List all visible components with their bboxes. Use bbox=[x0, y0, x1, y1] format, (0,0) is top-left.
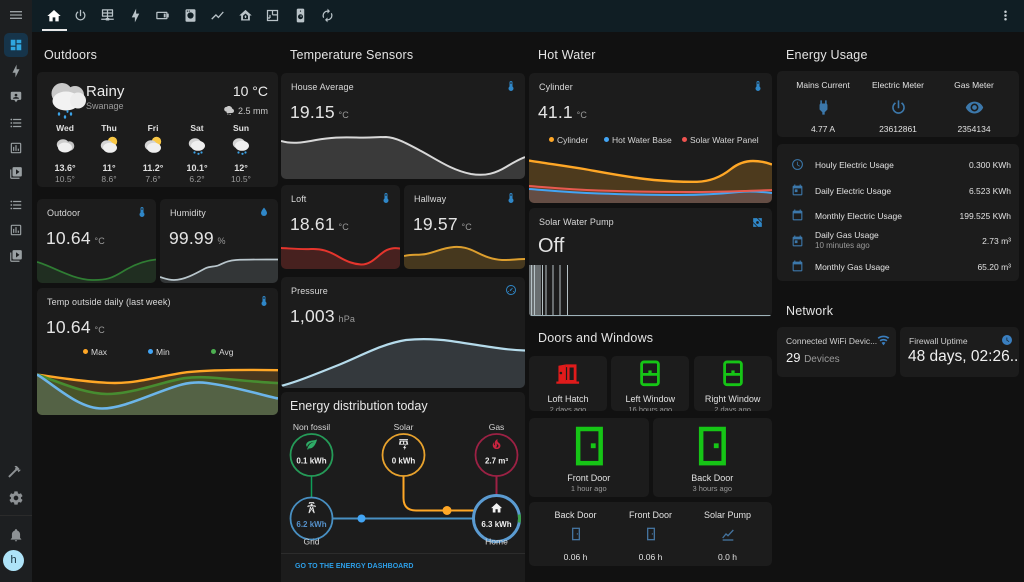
svg-text:0 kWh: 0 kWh bbox=[392, 457, 416, 466]
svg-text:2.7 m³: 2.7 m³ bbox=[485, 457, 508, 466]
svg-text:Home: Home bbox=[485, 537, 508, 547]
svg-text:6.3 kWh: 6.3 kWh bbox=[481, 520, 511, 529]
svg-text:Non fossil: Non fossil bbox=[293, 422, 330, 432]
svg-text:Grid: Grid bbox=[303, 537, 319, 547]
svg-text:0.1 kWh: 0.1 kWh bbox=[296, 457, 326, 466]
svg-text:Gas: Gas bbox=[489, 422, 505, 432]
svg-text:Solar: Solar bbox=[394, 422, 414, 432]
svg-text:6.2 kWh: 6.2 kWh bbox=[296, 520, 326, 529]
